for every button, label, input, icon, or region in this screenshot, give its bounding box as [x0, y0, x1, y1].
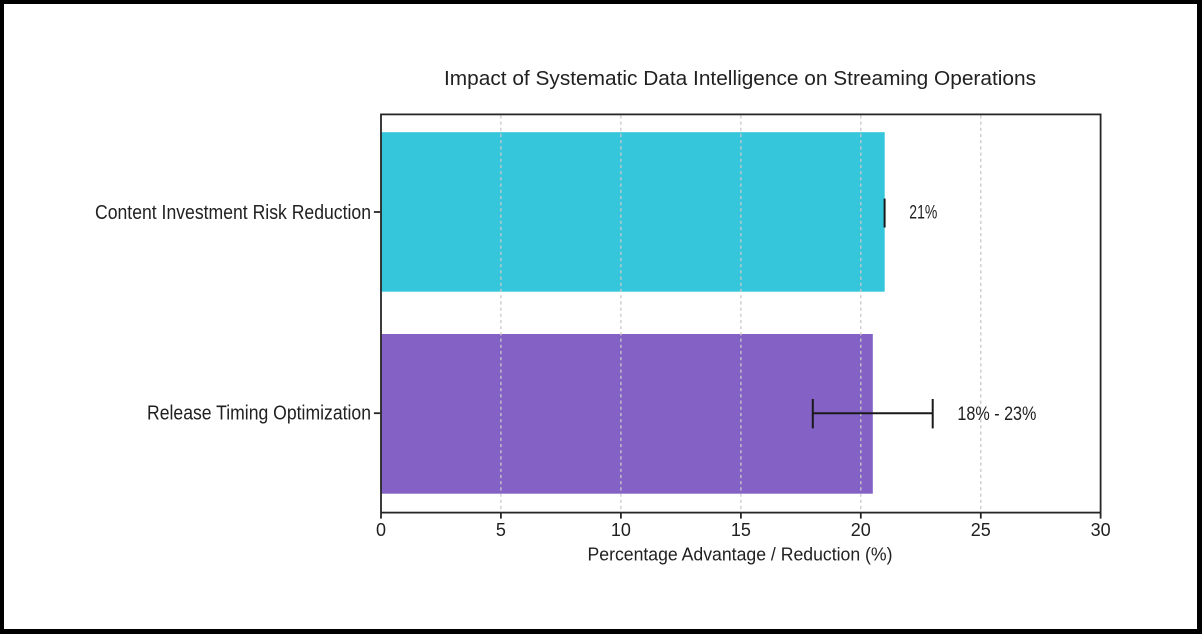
svg-text:15: 15 [731, 520, 751, 540]
svg-text:18% - 23%: 18% - 23% [957, 403, 1036, 425]
svg-text:30: 30 [1091, 520, 1111, 540]
svg-text:5: 5 [496, 520, 506, 540]
svg-text:21%: 21% [909, 202, 937, 224]
svg-text:Percentage Advantage / Reducti: Percentage Advantage / Reduction (%) [588, 545, 893, 565]
svg-text:10: 10 [611, 520, 631, 540]
svg-text:20: 20 [851, 520, 871, 540]
svg-text:0: 0 [376, 520, 386, 540]
svg-text:Release Timing Optimization: Release Timing Optimization [147, 403, 371, 425]
svg-text:Impact of Systematic Data Inte: Impact of Systematic Data Intelligence o… [444, 68, 1036, 90]
svg-text:25: 25 [971, 520, 991, 540]
svg-text:Content Investment Risk Reduct: Content Investment Risk Reduction [95, 202, 371, 224]
